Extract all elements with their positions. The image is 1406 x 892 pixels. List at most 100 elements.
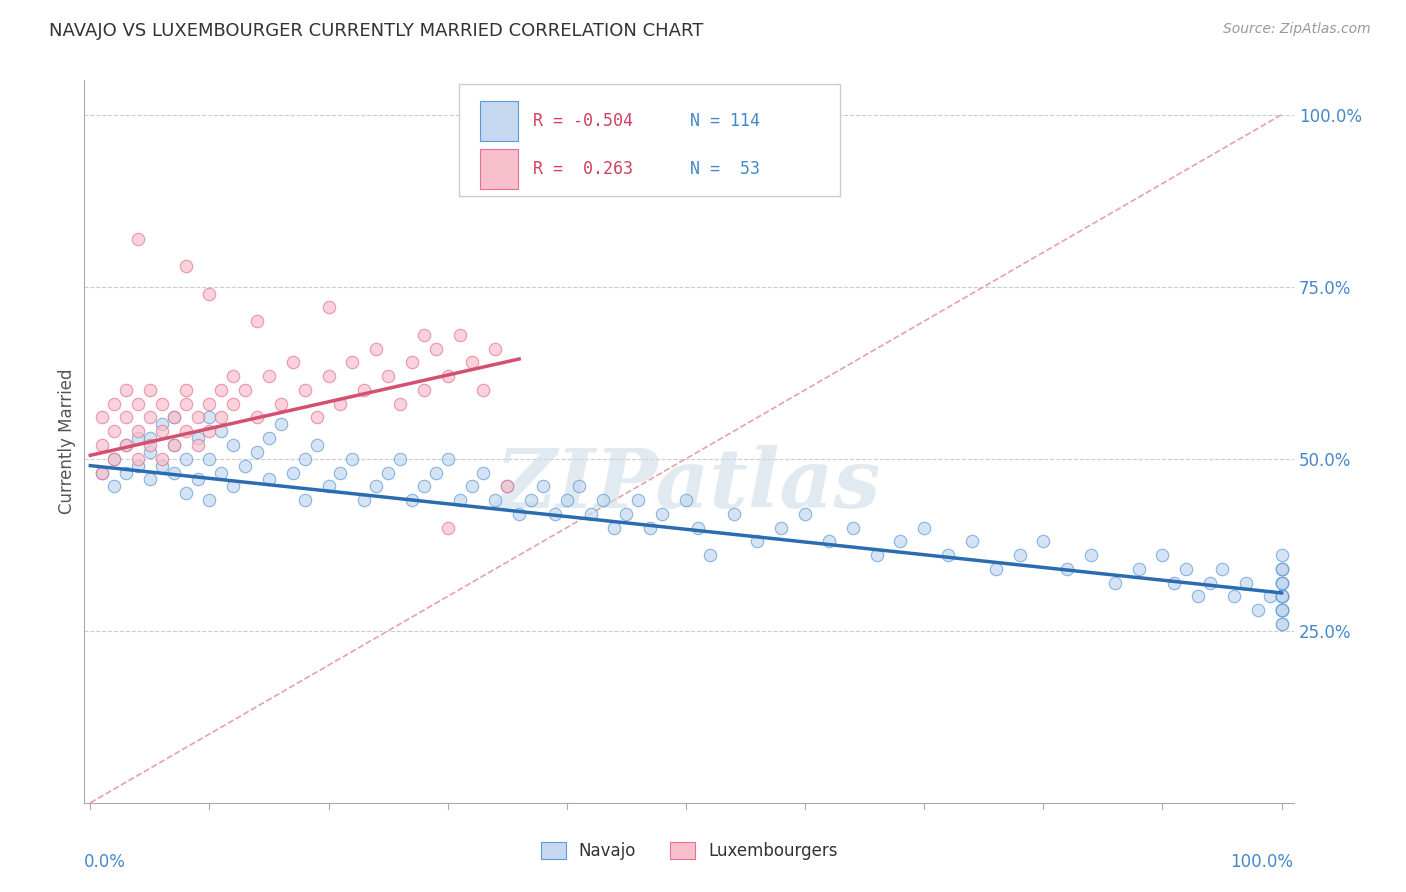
Point (1187, 590, 1209, 604)
Point (139, 445, 162, 459)
Point (91, 410, 114, 425)
Point (150, 397, 173, 411)
Point (1271, 603, 1294, 617)
Point (616, 507, 638, 521)
Point (209, 383, 232, 397)
Point (222, 479, 245, 493)
Point (198, 451, 221, 466)
Point (1271, 603, 1294, 617)
Point (1056, 562, 1078, 576)
Point (460, 355, 482, 369)
Point (1271, 590, 1294, 604)
Point (389, 397, 412, 411)
Point (318, 369, 340, 384)
Point (912, 520, 935, 534)
Point (412, 327, 434, 342)
FancyBboxPatch shape (479, 101, 519, 141)
Point (198, 410, 221, 425)
Text: ZIPatlas: ZIPatlas (496, 445, 882, 524)
Point (305, 438, 328, 452)
Point (329, 397, 352, 411)
Point (1271, 562, 1294, 576)
Point (174, 397, 197, 411)
Point (401, 355, 423, 369)
Point (592, 493, 614, 508)
Point (163, 438, 186, 452)
Point (91, 466, 114, 480)
Point (449, 327, 471, 342)
Point (377, 369, 399, 384)
Point (281, 466, 304, 480)
Text: 0.0%: 0.0% (84, 854, 127, 871)
Point (1128, 562, 1150, 576)
Point (675, 493, 697, 508)
Point (150, 451, 173, 466)
Point (294, 493, 316, 508)
Point (1271, 575, 1294, 590)
Text: N = 114: N = 114 (690, 112, 761, 130)
Point (389, 451, 412, 466)
Point (484, 342, 506, 356)
Point (425, 466, 447, 480)
Point (270, 417, 292, 432)
Point (1247, 603, 1270, 617)
Point (246, 314, 269, 328)
Point (1271, 590, 1294, 604)
Point (115, 438, 138, 452)
Point (1271, 575, 1294, 590)
Point (449, 493, 471, 508)
Point (1163, 575, 1185, 590)
Point (747, 534, 769, 549)
Point (294, 383, 316, 397)
Point (127, 458, 149, 473)
Point (568, 479, 591, 493)
Point (1032, 534, 1054, 549)
Point (436, 520, 458, 534)
Point (889, 534, 911, 549)
Point (139, 383, 162, 397)
Point (484, 493, 506, 508)
Point (686, 520, 709, 534)
Point (127, 431, 149, 445)
Point (150, 424, 173, 438)
Point (425, 342, 447, 356)
Point (163, 410, 186, 425)
Point (174, 451, 197, 466)
Point (294, 451, 316, 466)
Point (198, 397, 221, 411)
Point (103, 424, 125, 438)
Text: 100.0%: 100.0% (1230, 854, 1294, 871)
Point (377, 466, 399, 480)
Point (1271, 575, 1294, 590)
Point (209, 424, 232, 438)
Point (198, 286, 221, 301)
Point (91, 438, 114, 452)
Point (233, 383, 256, 397)
Point (139, 438, 162, 452)
Point (1211, 562, 1233, 576)
Point (115, 466, 138, 480)
Point (318, 301, 340, 315)
Point (1223, 590, 1246, 604)
Point (163, 438, 186, 452)
Point (103, 451, 125, 466)
Point (1258, 590, 1281, 604)
Point (150, 417, 173, 432)
Point (186, 431, 208, 445)
Point (651, 507, 673, 521)
Point (198, 493, 221, 508)
Point (127, 424, 149, 438)
Point (257, 369, 280, 384)
Point (1271, 575, 1294, 590)
Point (412, 479, 434, 493)
Point (1104, 575, 1126, 590)
Point (496, 479, 519, 493)
Point (150, 458, 173, 473)
Point (1152, 548, 1174, 562)
Point (1271, 590, 1294, 604)
Point (366, 479, 388, 493)
Point (127, 231, 149, 245)
Y-axis label: Currently Married: Currently Married (58, 368, 76, 515)
Point (342, 355, 364, 369)
Point (1271, 590, 1294, 604)
